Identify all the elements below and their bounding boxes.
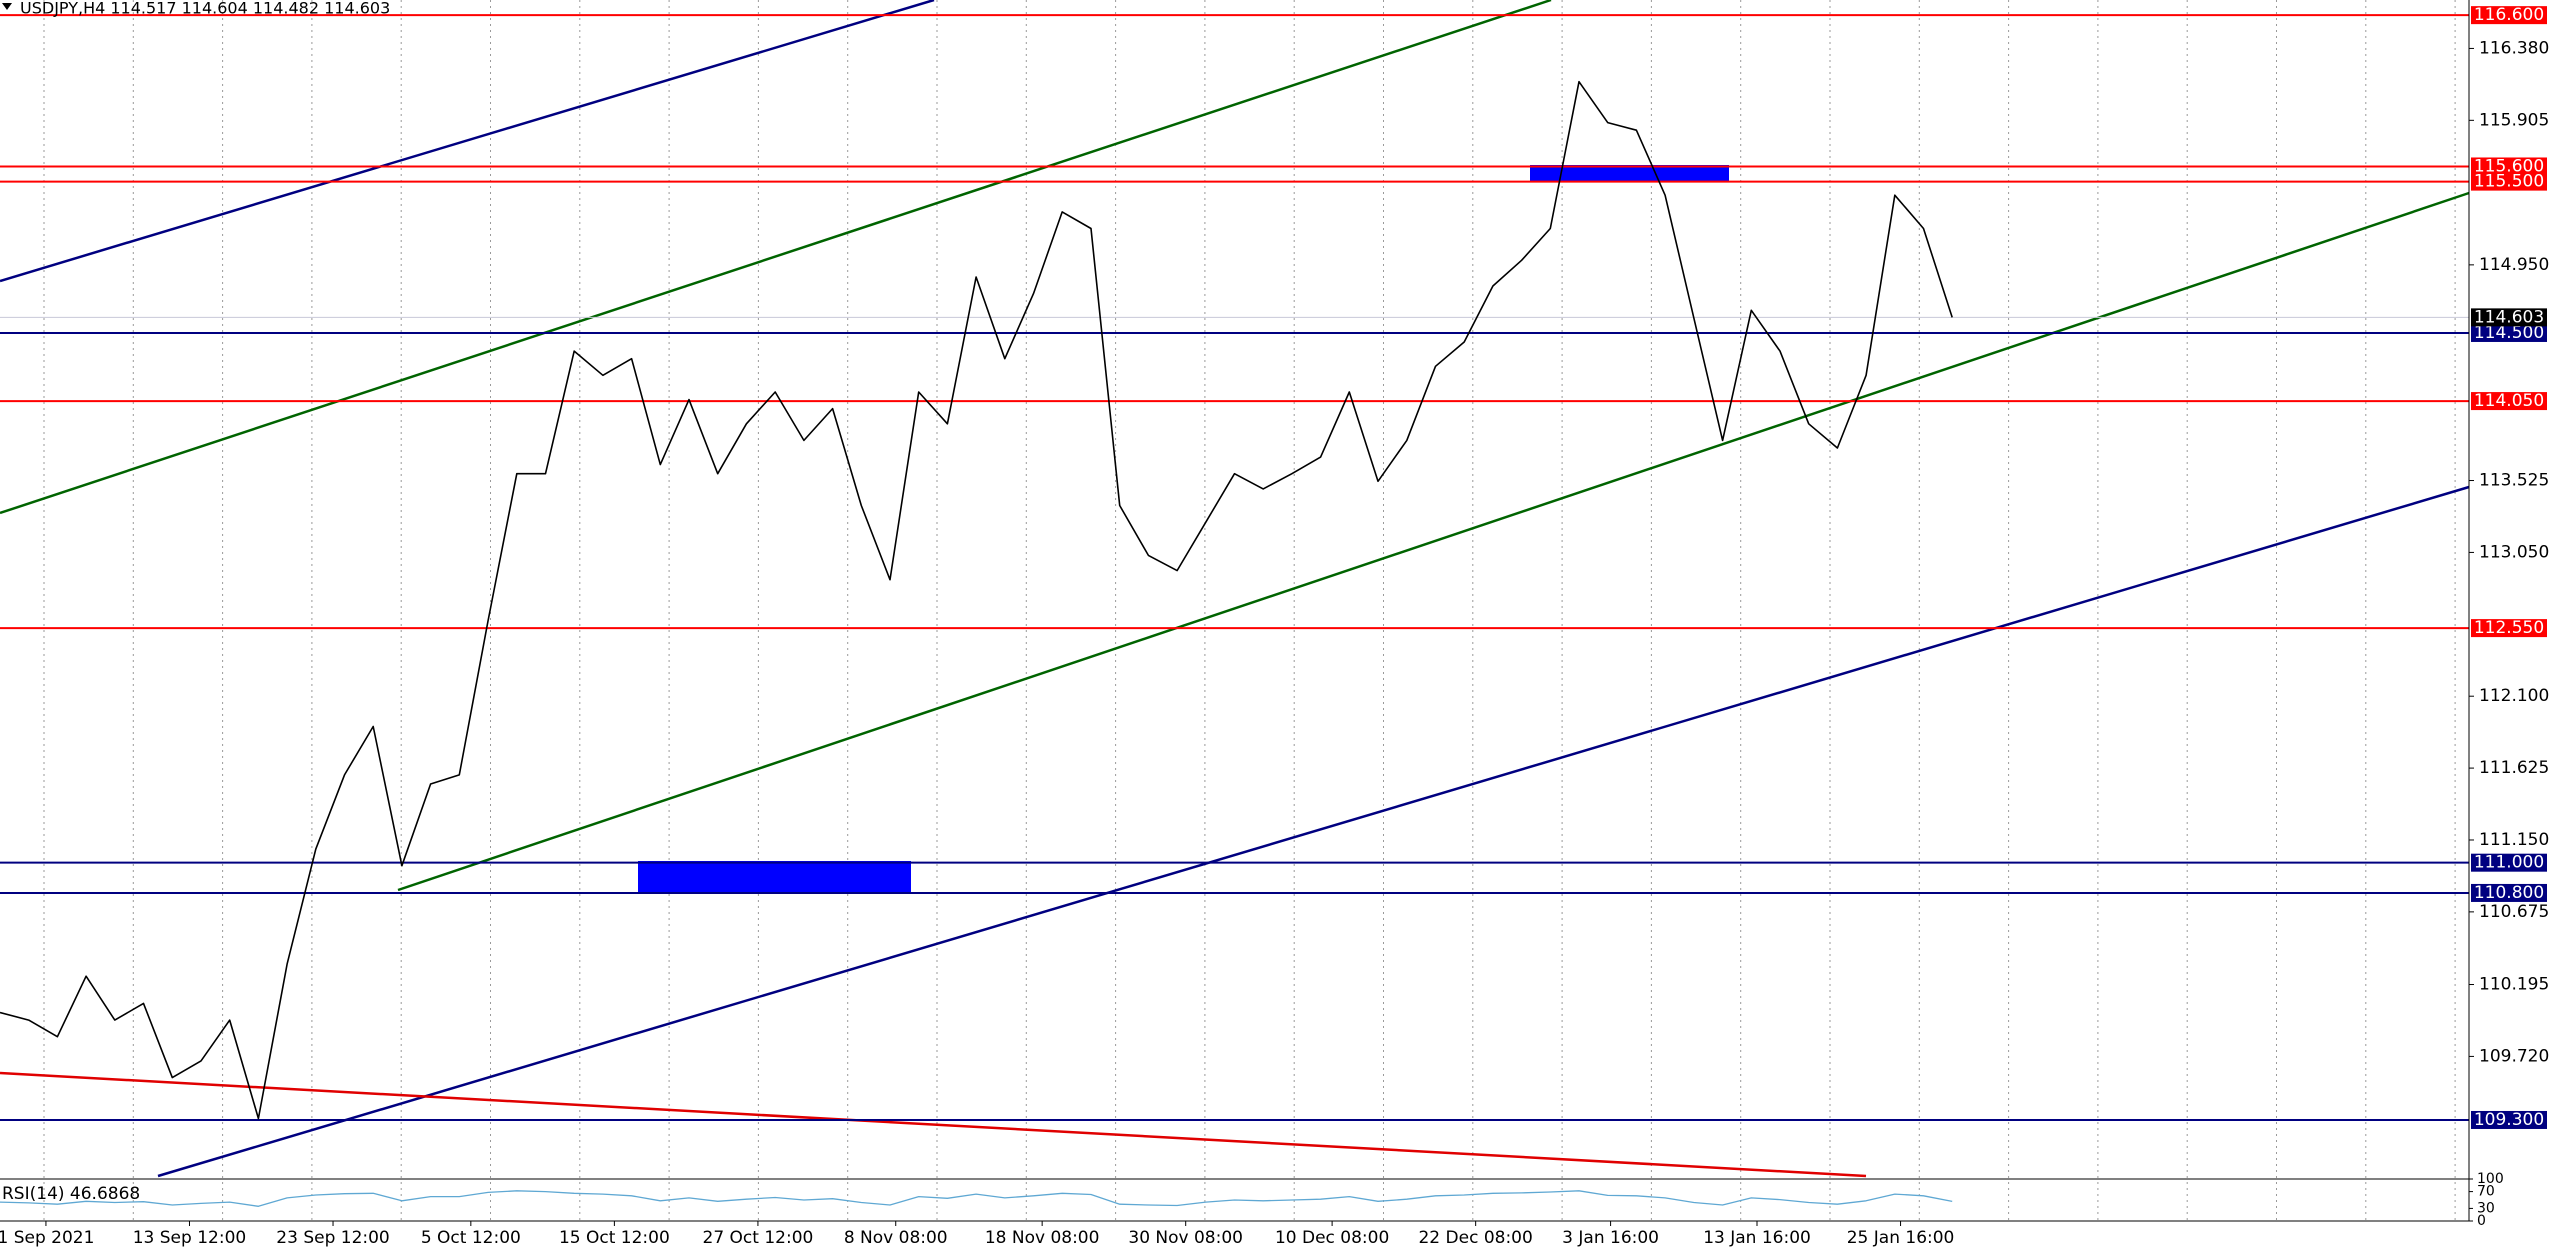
rsi-tick-label: 0	[2477, 1213, 2486, 1229]
y-tick-label: 113.050	[2479, 542, 2549, 562]
price-label: 114.500	[2474, 323, 2544, 343]
x-tick-label: 8 Nov 08:00	[844, 1228, 948, 1248]
x-tick-label: 10 Dec 08:00	[1275, 1228, 1389, 1248]
y-tick-label: 116.380	[2479, 38, 2549, 58]
trend-line	[0, 1071, 1867, 1178]
x-tick-label: 23 Sep 12:00	[276, 1228, 389, 1248]
zone	[1530, 165, 1729, 181]
rsi-label: RSI(14) 46.6868	[2, 1184, 140, 1204]
y-tick-label: 110.675	[2479, 902, 2549, 922]
x-tick-label: 5 Oct 12:00	[421, 1228, 521, 1248]
price-label: 110.800	[2474, 883, 2544, 903]
trend-line	[0, 0, 935, 283]
price-label: 115.500	[2474, 172, 2544, 192]
collapse-icon	[2, 3, 12, 10]
price-label-bg	[2471, 853, 2547, 872]
price-label-bg	[2471, 392, 2547, 411]
y-tick-label: 112.100	[2479, 686, 2549, 706]
y-tick-label: 115.905	[2479, 110, 2549, 130]
x-tick-label: 15 Oct 12:00	[559, 1228, 670, 1248]
x-tick-label: 1 Sep 2021	[0, 1228, 94, 1248]
marks-layer	[0, 14, 2469, 1207]
y-tick-label: 110.195	[2479, 975, 2549, 995]
y-tick-label: 111.625	[2479, 758, 2549, 778]
price-label-bg	[2471, 619, 2547, 638]
price-label-bg	[2471, 308, 2547, 327]
rsi-tick-label: 100	[2477, 1171, 2504, 1187]
price-label-bg	[2471, 172, 2547, 191]
x-tick-label: 3 Jan 16:00	[1562, 1228, 1659, 1248]
grid-layer	[43, 0, 2456, 1221]
x-tick-label: 13 Jan 16:00	[1703, 1228, 1811, 1248]
x-tick-label: 18 Nov 08:00	[985, 1228, 1100, 1248]
x-tick-label: 27 Oct 12:00	[703, 1228, 814, 1248]
price-label: 116.600	[2474, 5, 2544, 25]
price-label: 112.550	[2474, 618, 2544, 638]
rsi-line	[0, 1190, 1953, 1207]
rsi-tick-label: 70	[2477, 1184, 2495, 1200]
price-label-bg	[2471, 6, 2547, 25]
price-line	[0, 80, 1953, 1120]
y-tick-label: 111.150	[2479, 830, 2549, 850]
rsi-tick-label: 30	[2477, 1200, 2495, 1216]
price-label-bg	[2471, 1110, 2547, 1129]
zone	[638, 861, 911, 892]
x-tick-label: 30 Nov 08:00	[1128, 1228, 1243, 1248]
y-tick-label: 109.720	[2479, 1046, 2549, 1066]
x-tick-label: 13 Sep 12:00	[133, 1228, 246, 1248]
price-label: 115.600	[2474, 156, 2544, 176]
price-label: 114.050	[2474, 391, 2544, 411]
x-tick-label: 25 Jan 16:00	[1847, 1228, 1955, 1248]
price-label: 109.300	[2474, 1110, 2544, 1130]
price-label-bg	[2471, 323, 2547, 342]
y-tick-label: 113.525	[2479, 471, 2549, 491]
price-label-bg	[2471, 157, 2547, 176]
chart-title: USDJPY,H4 114.517 114.604 114.482 114.60…	[20, 0, 390, 18]
trend-line	[157, 485, 2470, 1178]
x-tick-label: 22 Dec 08:00	[1418, 1228, 1532, 1248]
y-tick-label: 114.950	[2479, 255, 2549, 275]
trend-line	[0, 0, 1552, 515]
price-label-bg	[2471, 883, 2547, 902]
price-label: 114.603	[2474, 307, 2544, 327]
trend-line	[397, 191, 2470, 892]
price-label: 111.000	[2474, 853, 2544, 873]
